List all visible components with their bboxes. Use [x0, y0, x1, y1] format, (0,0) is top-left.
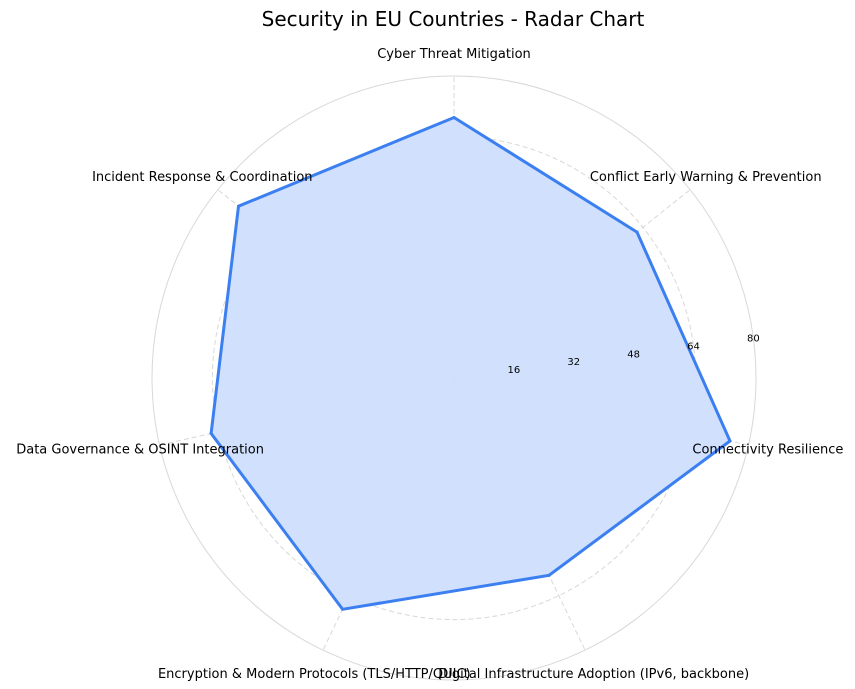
category-label: Encryption & Modern Protocols (TLS/HTTP/… [158, 667, 471, 682]
data-point [341, 607, 345, 611]
category-label: Cyber Threat Mitigation [377, 47, 531, 62]
data-point [209, 431, 213, 435]
tick-label: 48 [627, 349, 640, 360]
data-point [547, 573, 551, 577]
tick-label: 16 [508, 365, 521, 376]
category-label: Conflict Early Warning & Prevention [590, 170, 822, 185]
data-point [635, 230, 639, 234]
series-layer [209, 115, 732, 611]
data-point [237, 204, 240, 208]
data-point [452, 116, 456, 119]
category-labels: Cyber Threat Mitigation Conflict Early Wa… [16, 47, 843, 682]
tick-labels: 16 32 48 64 80 [508, 334, 760, 377]
data-point [728, 439, 732, 443]
tick-label: 80 [747, 334, 760, 345]
chart-title: Security in EU Countries - Radar Chart [262, 7, 645, 31]
category-label: Data Governance & OSINT Integration [16, 443, 264, 458]
series-polygon [209, 115, 732, 611]
category-label: Incident Response & Coordination [92, 170, 312, 185]
category-label: Digital Infrastructure Adoption (IPv6, b… [438, 667, 749, 682]
tick-label: 32 [567, 357, 580, 368]
grid-ring [151, 75, 757, 681]
category-label: Connectivity Resilience [692, 443, 843, 458]
tick-label: 64 [687, 342, 700, 353]
